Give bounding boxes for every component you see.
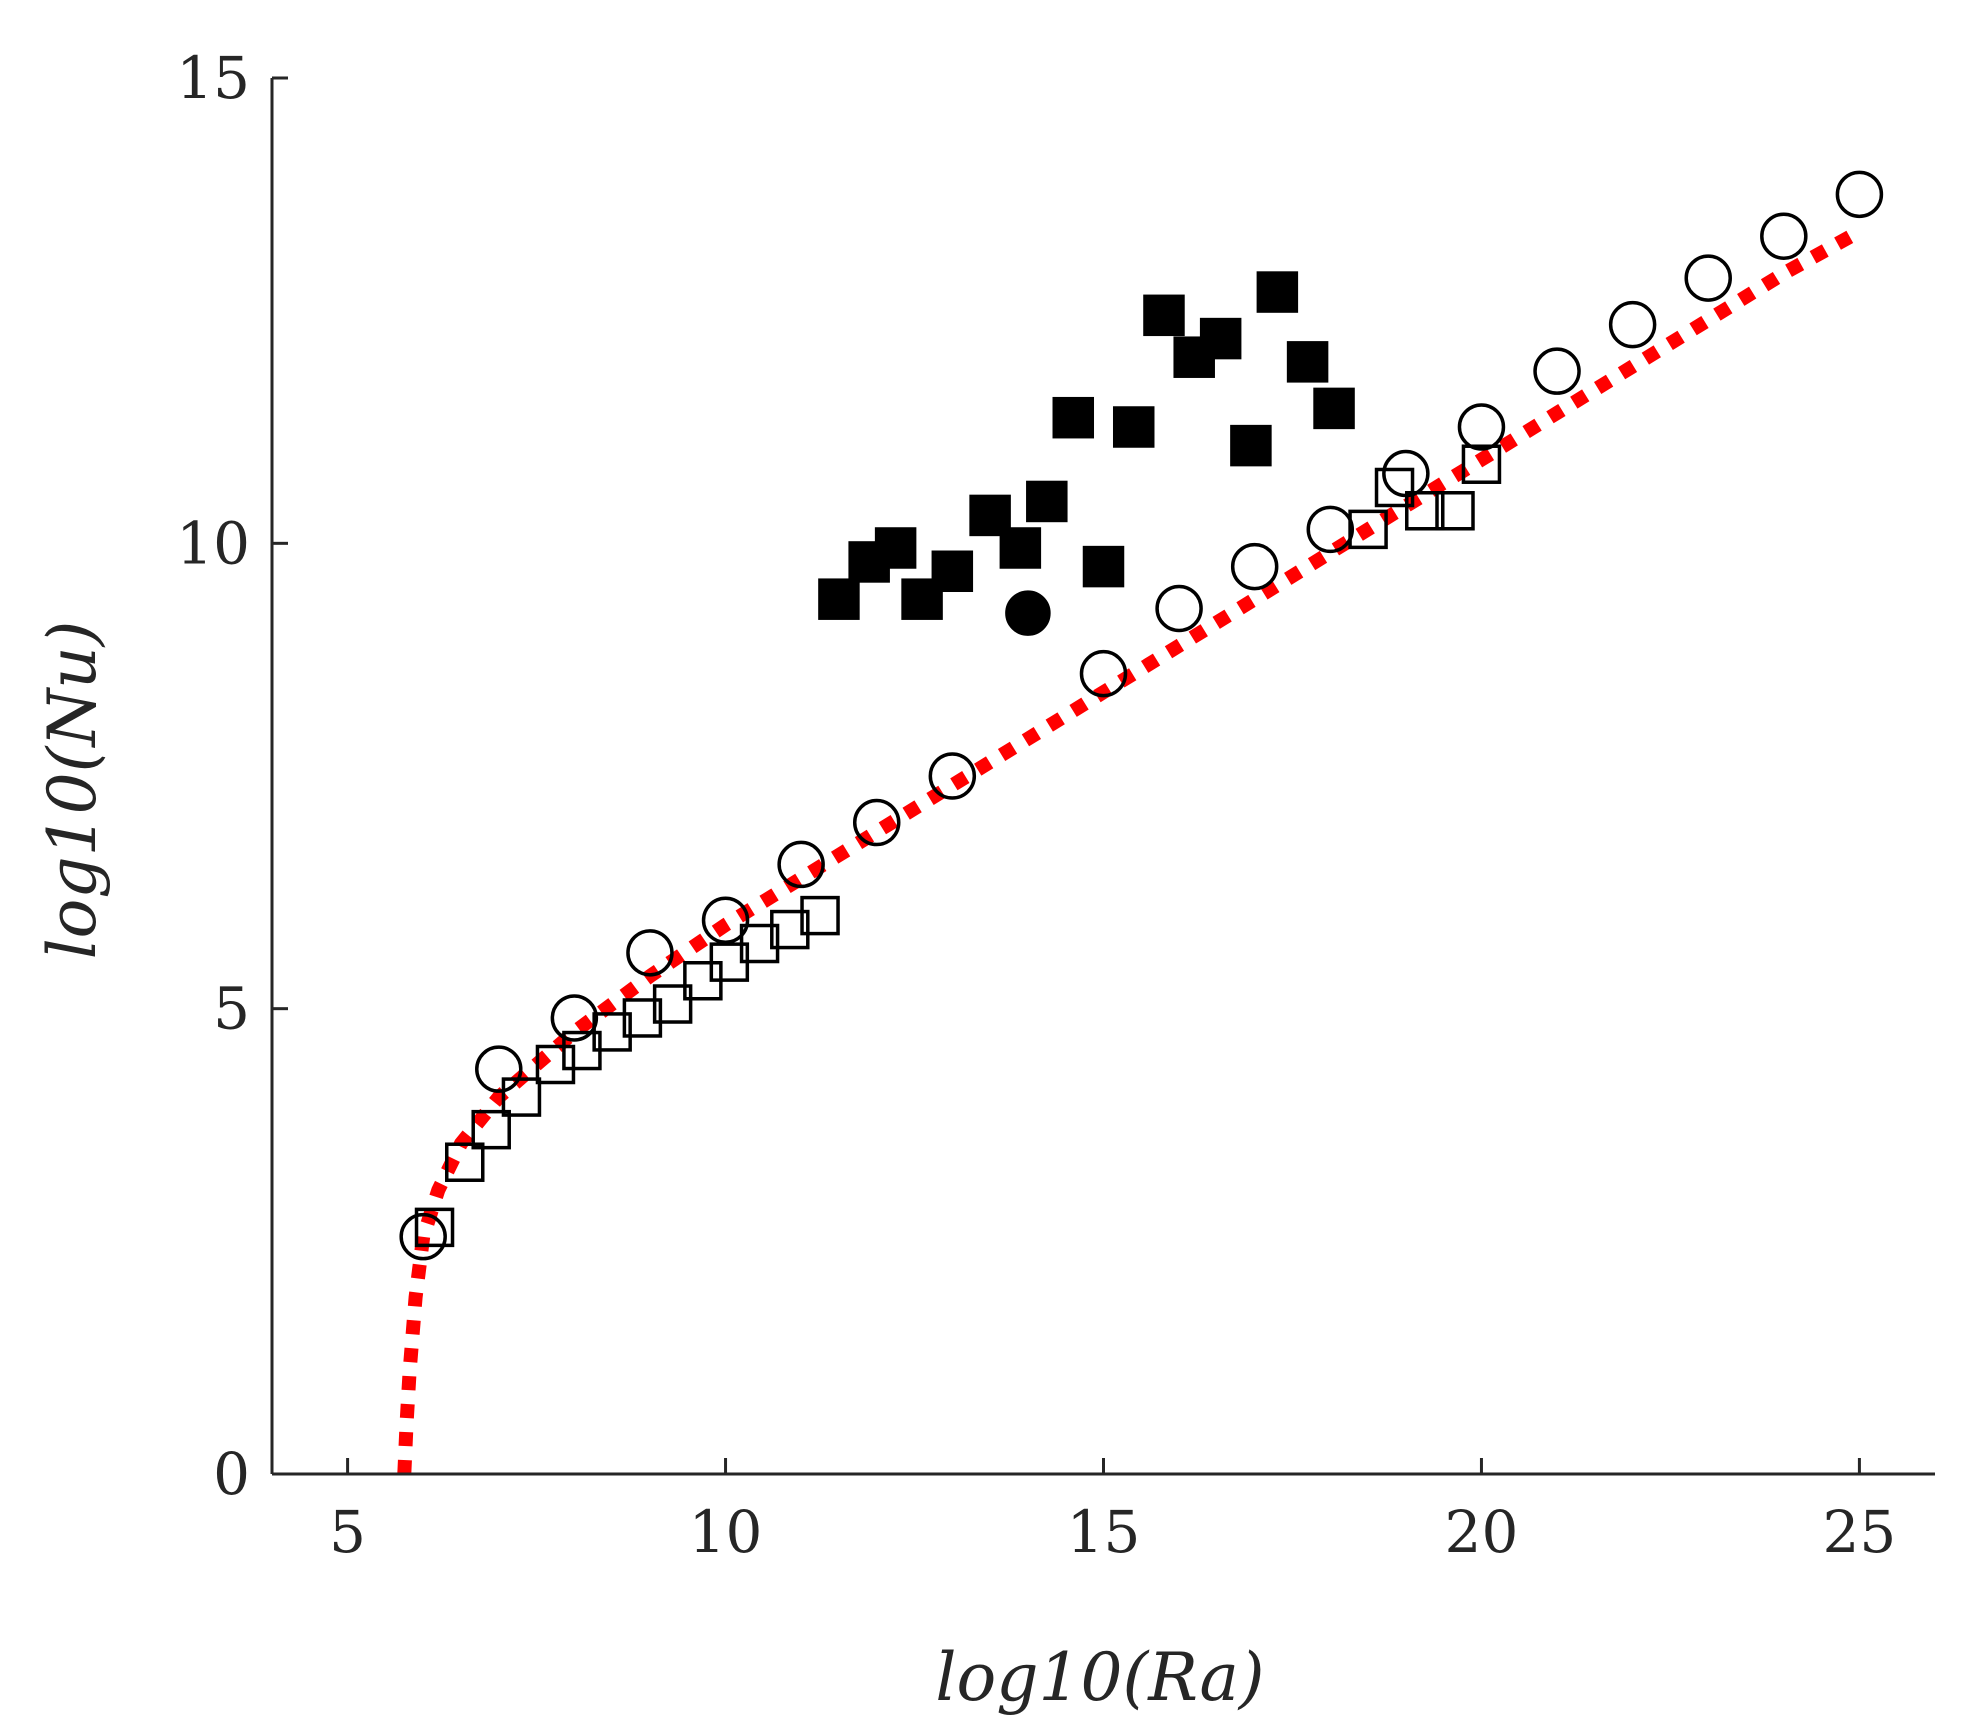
open-circle-point [1457,403,1506,451]
open-circle-point [1306,505,1355,554]
y-axis-label: log10(Nu) [34,621,111,960]
filled-square-point [1112,406,1155,448]
filled-squares-series [818,271,1355,620]
open-circle-point [1079,649,1128,698]
open-square-point [471,1109,511,1150]
x-tick-label: 5 [329,1498,366,1566]
filled-square-point [1313,387,1355,430]
open-circle-point [777,840,825,889]
filled-square-point [1052,396,1095,439]
x-tick-label: 20 [1445,1498,1519,1566]
x-axis-label: log10(Ra) [935,1639,1264,1716]
x-tick-label: 25 [1823,1498,1897,1566]
y-tick-label: 0 [213,1440,250,1508]
open-circle-point [852,798,901,847]
open-square-point [445,1142,485,1182]
open-square-point [739,923,780,964]
x-tick-label: 15 [1067,1498,1141,1566]
open-square-point [652,984,693,1024]
y-ticks: 0 5 10 15 [176,44,288,1508]
open-square-point [414,1207,455,1248]
axes-layer: 5 10 15 20 25 0 5 10 15 [176,44,1935,1566]
open-square-point [535,1044,576,1085]
filled-square-point [818,578,860,620]
open-square-point [1435,491,1475,531]
filled-square-point [1230,424,1272,467]
filled-square-point [999,527,1042,569]
filled-square-point [1026,480,1068,523]
open-circle-point [1230,542,1279,591]
filled-square-point [1143,294,1185,337]
open-square-point [501,1077,542,1117]
filled-square-point [1286,341,1329,383]
filled-square-point [1199,317,1242,360]
open-circle-point [1533,347,1581,395]
open-square-point [592,1012,632,1052]
open-circle-point [1835,170,1884,219]
open-square-point [622,998,663,1038]
plot-area: 5 10 15 20 25 0 5 10 15 log10(Ra) log10(Nu) [34,44,1935,1716]
open-square-point [770,909,810,950]
open-circles-series [399,170,1884,1261]
fit-curve-line [397,225,1863,1475]
open-circle-point [1155,584,1203,633]
open-squares-series [414,444,1502,1248]
x-tick-label: 10 [689,1498,763,1566]
open-circle-point [475,1045,523,1093]
open-circle-point [1684,254,1732,302]
open-square-point [1374,467,1415,508]
open-square-point [1405,491,1445,531]
open-circle-point [550,994,599,1042]
open-circle-point [399,1212,447,1261]
series-layer [397,170,1884,1475]
open-circle-point [626,929,674,977]
filled-square-point [1256,271,1299,313]
open-circle-point [1608,300,1657,349]
y-tick-label: 5 [213,975,250,1043]
open-circle-point [1382,449,1430,498]
open-circle-point [928,752,977,800]
filled-square-point [931,550,974,593]
filled-square-point [1082,545,1125,588]
open-square-point [1461,444,1502,484]
y-tick-label: 10 [176,509,250,577]
filled-circle-series [1005,590,1051,636]
open-circle-point [1760,212,1808,260]
open-square-point [1348,509,1388,550]
open-circle-point [701,896,750,945]
x-ticks: 5 10 15 20 25 [329,1458,1896,1566]
y-tick-label: 15 [176,44,250,112]
filled-circle-point [1005,590,1051,636]
filled-square-point [874,527,917,569]
open-square-point [800,895,840,936]
